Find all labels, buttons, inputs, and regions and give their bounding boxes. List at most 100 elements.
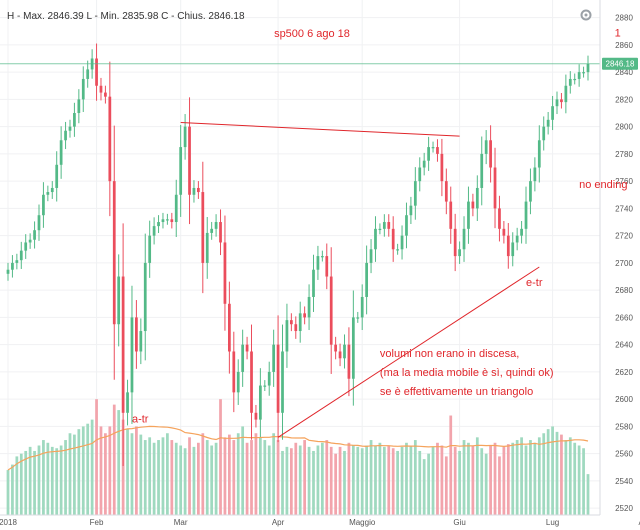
volume-bar [15,456,19,515]
candle [360,284,364,331]
volume-bar [462,440,466,515]
x-tick-label: Mar [174,518,188,527]
volume-bar [272,433,276,515]
candle [511,232,515,267]
candle [391,216,395,262]
candle [254,404,258,428]
volume-bar [228,434,231,515]
volume-bar [179,445,183,515]
volume-bar [582,448,585,515]
volume-bar [157,440,160,515]
moving-average [7,425,589,471]
candle [152,217,156,245]
candle [444,168,448,215]
last-price-label: 2846.18 [606,60,635,69]
candle [555,91,559,115]
candle [37,204,41,241]
candle [493,147,497,229]
volume-bar [188,437,191,515]
y-tick-label: 2540 [615,477,633,486]
volume-bar [493,442,497,515]
candle [374,216,377,262]
volume-bar [183,448,187,515]
volume-bar [351,445,355,515]
volume-bars [6,399,590,515]
candle [276,315,280,443]
candle [228,281,231,374]
candle [161,212,165,229]
volume-bar [374,445,377,515]
candle [148,220,152,278]
volume-bar [11,464,14,515]
candle [413,167,417,220]
volume-bar [201,433,205,515]
x-tick-label: Feb [90,518,104,527]
candle [250,324,253,440]
volume-bar [515,440,519,515]
volume-bar [6,470,10,515]
candle [99,77,103,101]
candle [338,343,342,367]
volume-bar [126,429,129,515]
annotation-label: se è effettivamente un triangolo [380,386,533,398]
annotation-label: no ending [579,179,627,191]
settings-icon[interactable] [580,9,592,21]
volume-bar [475,437,479,515]
candle [210,221,214,240]
volume-bar [307,446,311,515]
y-tick-label: 2580 [615,422,633,431]
candle [369,239,373,274]
volume-bar [28,446,32,515]
candle [33,221,36,249]
trend-lines [180,122,540,438]
candle [422,152,426,176]
y-tick-label: 2740 [615,204,633,213]
volume-bar [64,440,67,515]
y-axis: 2520 2540 2560 2580 2600 2620 2640 2660 2680 2700… [599,0,640,530]
candle [166,213,169,225]
candle [64,121,67,150]
candle [174,179,178,238]
candle [42,182,45,228]
candle [533,157,537,192]
volume-bar [303,440,307,515]
candle [582,66,585,78]
volume-bar [223,437,227,515]
volume-bar [431,446,435,515]
volume-bar [108,426,112,515]
y-tick-label: 2620 [615,368,633,377]
volume-bar [382,446,386,515]
candle [81,66,85,112]
candle [449,186,453,244]
volume-bar [312,450,315,515]
volume-bar [50,446,54,515]
volume-bar [197,442,200,515]
volume-bar [267,445,271,515]
candle [577,64,581,87]
volume-bar [529,440,532,515]
candle [409,196,413,225]
volume-bar [537,437,541,515]
candle [55,151,59,202]
volume-bar [360,448,364,515]
volume-bar [396,450,399,515]
x-tick-label: Maggio [349,518,376,527]
volume-bar [77,429,81,515]
annotation-label: 1 [615,28,621,40]
candle [387,214,391,237]
candle [205,216,209,279]
volume-bar [254,433,258,515]
candle [59,126,63,179]
volume-bar [236,433,240,515]
annotation-label: a-tr [132,413,149,425]
candle [506,223,510,269]
last-price-badge [602,57,638,70]
volume-bar [135,426,138,515]
candle [480,136,484,206]
volume-bar [121,419,125,515]
candle [467,186,470,244]
volume-bar [343,450,346,515]
candle [183,114,187,160]
volume-bar [170,440,174,515]
